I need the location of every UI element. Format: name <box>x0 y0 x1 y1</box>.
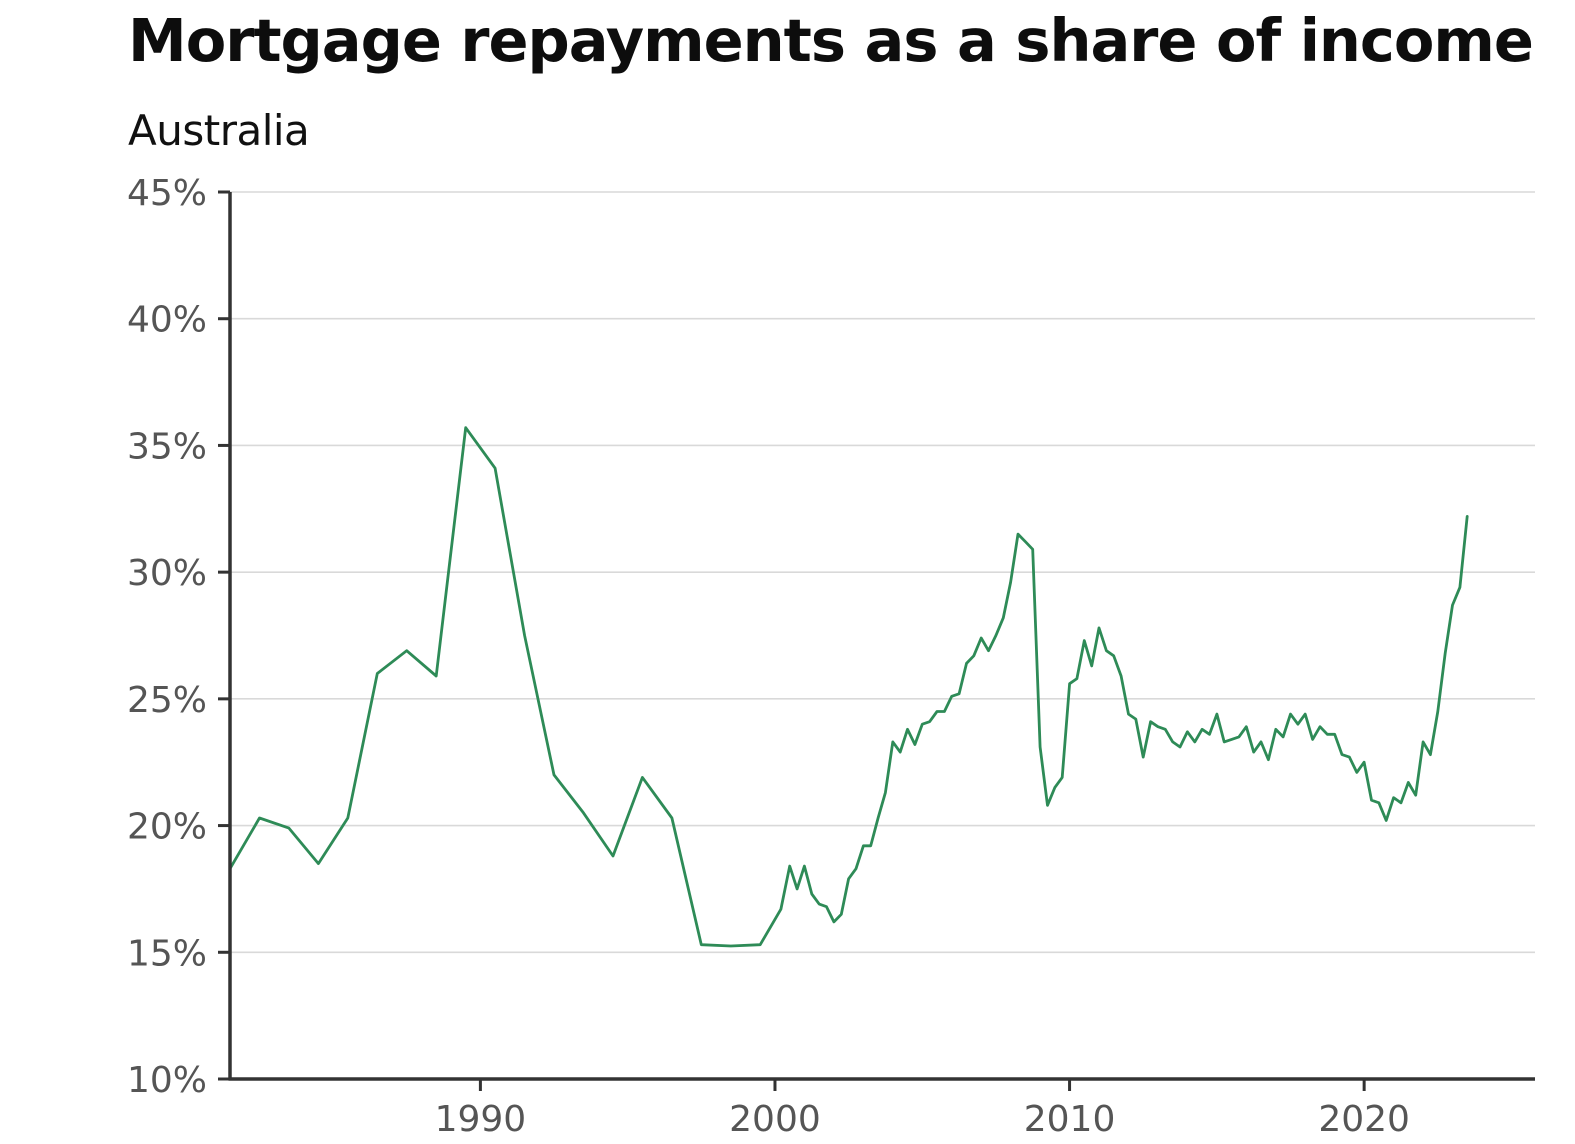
y-tick-label: 10% <box>127 1060 207 1101</box>
x-tick-label: 2010 <box>1024 1099 1116 1140</box>
y-tick-label: 20% <box>127 807 207 848</box>
y-tick-label: 35% <box>127 426 207 467</box>
x-tick-label: 1990 <box>435 1099 527 1140</box>
x-tick-label: 2000 <box>729 1099 821 1140</box>
series-line <box>228 426 1469 948</box>
gridlines <box>230 191 1535 954</box>
x-tick-label: 2020 <box>1318 1099 1410 1140</box>
y-tick-label: 30% <box>127 553 207 594</box>
chart-title: Mortgage repayments as a share of income <box>128 6 1534 75</box>
y-axis-ticks: 10% 15% 20% 25% 30% 35% 40% 45% <box>127 173 230 1101</box>
chart-subtitle: Australia <box>128 106 310 155</box>
series-layer <box>228 426 1469 948</box>
y-tick-label: 15% <box>127 933 207 974</box>
y-tick-label: 45% <box>127 173 207 214</box>
y-tick-label: 40% <box>127 300 207 341</box>
axes <box>228 192 1535 1081</box>
y-tick-label: 25% <box>127 680 207 721</box>
x-axis-ticks: 1990 2000 2010 2020 <box>435 1079 1410 1140</box>
